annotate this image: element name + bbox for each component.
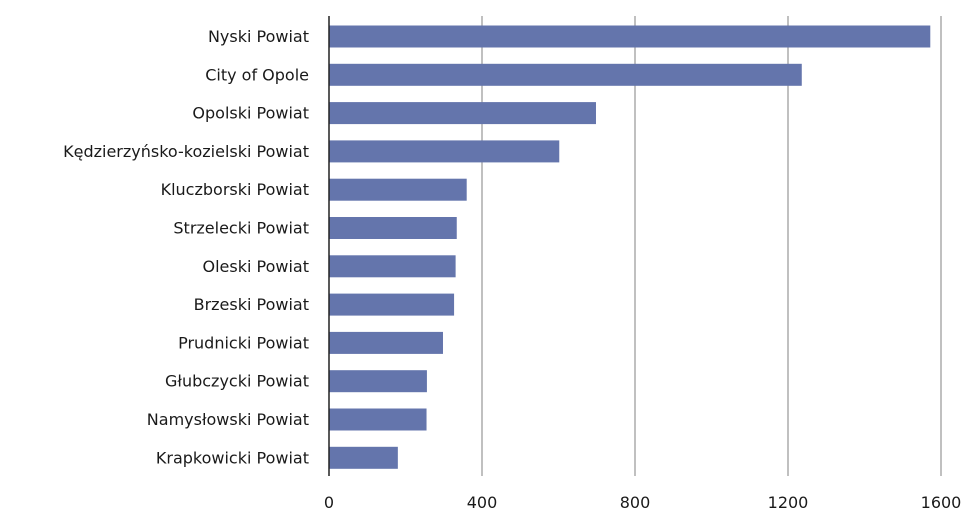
category-label: Kędzierzyńsko-kozielski Powiat — [63, 142, 309, 161]
bar — [329, 63, 802, 86]
x-tick-label: 400 — [467, 493, 498, 512]
category-label: Opolski Powiat — [192, 104, 309, 123]
category-label: Nyski Powiat — [208, 27, 309, 46]
category-label: Krapkowicki Powiat — [156, 448, 309, 467]
category-label: Kluczborski Powiat — [161, 180, 309, 199]
category-label: Oleski Powiat — [203, 257, 310, 276]
x-tick-labels: 0 400 800 1200 1600 — [324, 493, 961, 512]
bar — [329, 255, 456, 278]
x-tick-label: 1200 — [768, 493, 809, 512]
bar — [329, 331, 443, 354]
category-label: Strzelecki Powiat — [173, 219, 309, 238]
bar — [329, 293, 455, 316]
bar — [329, 102, 596, 125]
x-tick-label: 0 — [324, 493, 334, 512]
bar — [329, 140, 560, 163]
category-labels: Nyski Powiat City of Opole Opolski Powiat K… — [63, 27, 309, 467]
bar — [329, 370, 427, 393]
bar — [329, 408, 427, 431]
category-label: Prudnicki Powiat — [178, 333, 309, 352]
category-label: City of Opole — [205, 65, 309, 84]
bar — [329, 25, 931, 48]
category-label: Brzeski Powiat — [194, 295, 309, 314]
x-tick-label: 1600 — [921, 493, 962, 512]
category-label: Głubczycki Powiat — [165, 372, 309, 391]
bar — [329, 217, 457, 239]
gridlines — [481, 16, 942, 476]
category-label: Namysłowski Powiat — [147, 410, 309, 429]
x-tick-label: 800 — [620, 493, 651, 512]
bar — [329, 178, 467, 201]
bar — [329, 446, 398, 469]
bars — [329, 25, 931, 469]
